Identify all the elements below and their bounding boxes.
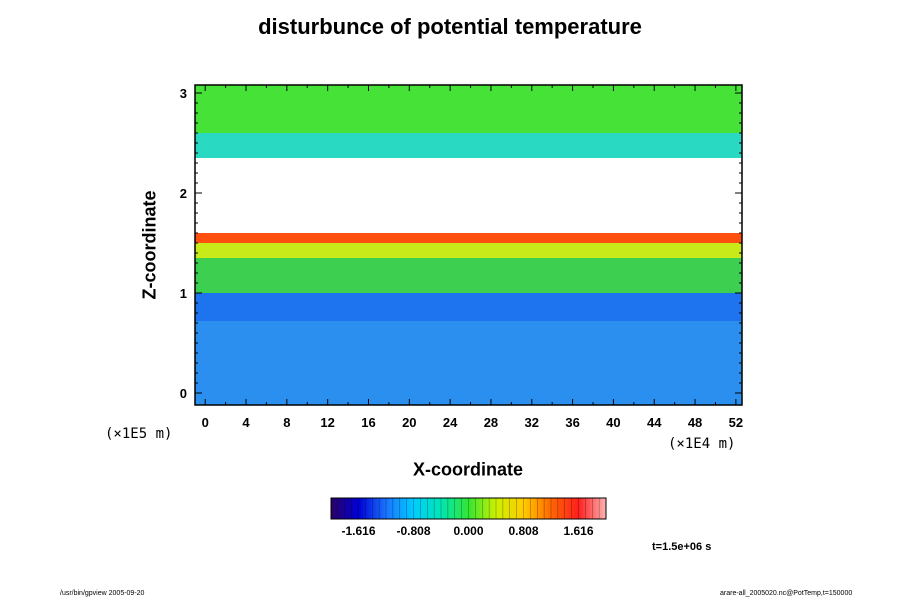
- heatmap-field: [195, 85, 742, 405]
- x-axis-label: X-coordinate: [412, 459, 524, 480]
- colorbar-label: 1.616: [563, 524, 593, 538]
- field-layer: [195, 233, 742, 243]
- colorbar-label: -1.616: [341, 524, 375, 538]
- x-tick-label: 28: [484, 415, 498, 430]
- y-axis: 0 1 2 3: [180, 86, 742, 401]
- x-tick-label: 8: [283, 415, 290, 430]
- x-tick-label: 52: [729, 415, 743, 430]
- x-axis: 0 4 8 12 16 20 24 28 32 36 40 44 48 52: [202, 85, 743, 430]
- x-tick-label: 40: [606, 415, 620, 430]
- x-tick-label: 44: [647, 415, 662, 430]
- x-axis-unit: (×1E4 m): [668, 436, 736, 452]
- field-layer: [195, 85, 742, 133]
- x-tick-label: 24: [443, 415, 458, 430]
- y-axis-unit: (×1E5 m): [105, 426, 173, 442]
- plot-frame: [194, 84, 743, 406]
- colorbar-label: 0.808: [508, 524, 538, 538]
- x-tick-label: 48: [688, 415, 702, 430]
- y-tick-label: 3: [180, 86, 187, 101]
- x-tick-label: 12: [320, 415, 334, 430]
- field-layer: [195, 158, 742, 233]
- y-tick-label: 0: [180, 386, 187, 401]
- colorbar-label: -0.808: [396, 524, 430, 538]
- x-tick-label: 32: [525, 415, 539, 430]
- colorbar-label: 0.000: [453, 524, 483, 538]
- field-layer: [195, 293, 742, 321]
- field-layer: [195, 258, 742, 293]
- field-layer: [195, 133, 742, 158]
- y-tick-label: 1: [180, 286, 187, 301]
- x-tick-label: 36: [565, 415, 579, 430]
- field-layer: [195, 321, 742, 405]
- x-tick-label: 4: [242, 415, 250, 430]
- chart-title: disturbunce of potential temperature: [258, 14, 642, 39]
- y-tick-label: 2: [180, 186, 187, 201]
- x-tick-label: 0: [202, 415, 209, 430]
- colorbar-frame: [330, 497, 607, 520]
- time-label: t=1.5e+06 s: [652, 541, 712, 553]
- footer-file: arare-all_2005020.nc@PotTemp,t=150000: [720, 590, 853, 597]
- x-tick-label: 20: [402, 415, 416, 430]
- footer-command: /usr/bin/gpview 2005-09-20: [60, 590, 145, 597]
- x-tick-label: 16: [361, 415, 375, 430]
- field-layer: [195, 243, 742, 258]
- colorbar: -1.616 -0.808 0.000 0.808 1.616: [330, 497, 607, 538]
- y-axis-label: Z-coordinate: [139, 190, 160, 300]
